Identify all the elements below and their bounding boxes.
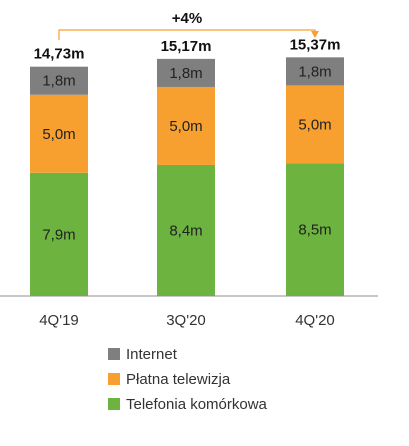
bar-platna-telewizja-3 bbox=[286, 85, 344, 164]
data-label-internet-2: 1,8m bbox=[169, 65, 202, 82]
data-label-telefonia-komorkowa-3: 8,5m bbox=[298, 222, 331, 239]
legend-swatch-internet bbox=[108, 348, 120, 360]
x-tick-label-3: 4Q'20 bbox=[295, 312, 335, 329]
legend-swatch-telefonia-komorkowa bbox=[108, 398, 120, 410]
bar-internet-3 bbox=[286, 57, 344, 86]
data-label-internet-3: 1,8m bbox=[298, 63, 331, 80]
total-label-3: 15,37m bbox=[290, 36, 341, 53]
data-label-platna-telewizja-3: 5,0m bbox=[298, 116, 331, 133]
x-axis-labels: 4Q'19 3Q'20 4Q'20 bbox=[39, 312, 335, 329]
legend: Internet Płatna telewizja Telefonia komórk… bbox=[108, 346, 268, 413]
growth-label: +4% bbox=[172, 10, 202, 27]
x-tick-label-2: 3Q'20 bbox=[166, 312, 206, 329]
bar-internet-2 bbox=[157, 58, 215, 87]
bar-telefonia-komorkowa-3 bbox=[286, 163, 344, 296]
legend-label-telefonia-komorkowa: Telefonia komórkowa bbox=[126, 396, 268, 413]
data-label-telefonia-komorkowa-1: 7,9m bbox=[42, 226, 75, 243]
bars-layer bbox=[30, 57, 344, 296]
total-label-2: 15,17m bbox=[161, 38, 212, 55]
bar-internet-1 bbox=[30, 66, 88, 95]
bar-platna-telewizja-1 bbox=[30, 94, 88, 173]
x-tick-label-1: 4Q'19 bbox=[39, 312, 79, 329]
legend-label-platna-telewizja: Płatna telewizja bbox=[126, 371, 231, 388]
data-label-platna-telewizja-2: 5,0m bbox=[169, 118, 202, 135]
growth-arrow bbox=[58, 29, 319, 40]
data-label-platna-telewizja-1: 5,0m bbox=[42, 126, 75, 143]
total-label-1: 14,73m bbox=[34, 46, 85, 63]
legend-swatch-platna-telewizja bbox=[108, 373, 120, 385]
bar-platna-telewizja-2 bbox=[157, 86, 215, 165]
growth-annotation: +4% bbox=[58, 10, 319, 40]
legend-label-internet: Internet bbox=[126, 346, 178, 363]
bar-telefonia-komorkowa-2 bbox=[157, 164, 215, 296]
data-label-internet-1: 1,8m bbox=[42, 73, 75, 90]
labels-layer: 7,9m 5,0m 1,8m 14,73m 8,4m 5,0m 1,8m 15,17m 8,5m… bbox=[34, 36, 341, 243]
data-label-telefonia-komorkowa-2: 8,4m bbox=[169, 222, 202, 239]
bar-telefonia-komorkowa-1 bbox=[30, 172, 88, 296]
